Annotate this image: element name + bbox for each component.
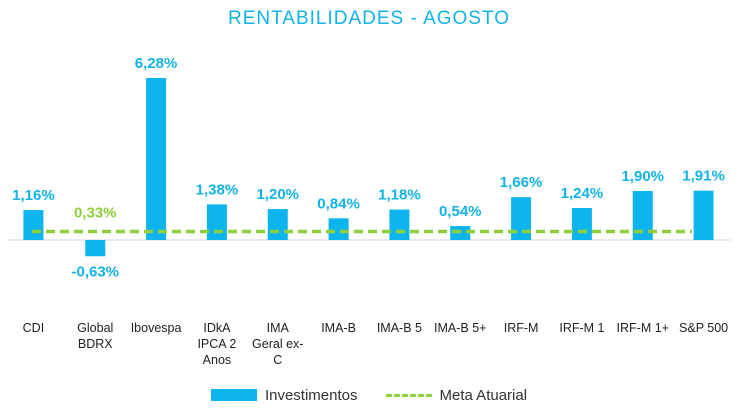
bar-6 xyxy=(389,209,410,240)
category-label-8: IRF-M xyxy=(504,321,539,335)
bar-value-label-6: 1,18% xyxy=(378,187,421,204)
category-label-1: Global BDRX xyxy=(77,321,113,351)
bar-1 xyxy=(85,240,106,257)
bar-8 xyxy=(511,197,532,240)
category-label-7: IMA-B 5+ xyxy=(434,321,486,335)
category-label-3: IDkA IPCA 2 Anos xyxy=(197,321,236,367)
bar-value-label-1: -0,63% xyxy=(71,263,119,280)
legend-label-investimentos: Investimentos xyxy=(264,386,358,404)
bar-value-label-2: 6,28% xyxy=(135,55,178,72)
bar-value-label-0: 1,16% xyxy=(12,187,55,204)
bar-value-label-10: 1,90% xyxy=(621,168,664,185)
legend-label-meta-atuarial: Meta Atuarial xyxy=(439,386,528,404)
bar-value-label-7: 0,54% xyxy=(439,203,482,220)
bar-value-label-11: 1,91% xyxy=(682,168,725,185)
legend-item-meta-atuarial: Meta Atuarial xyxy=(385,386,528,404)
category-label-11: S&P 500 xyxy=(679,321,728,335)
bar-10 xyxy=(632,190,653,240)
chart-legend: Investimentos Meta Atuarial xyxy=(0,384,738,406)
category-label-9: IRF-M 1 xyxy=(559,321,604,335)
legend-swatch-investimentos xyxy=(210,389,257,401)
bar-value-label-8: 1,66% xyxy=(500,174,543,191)
legend-item-investimentos: Investimentos xyxy=(210,386,358,404)
bar-value-label-9: 1,24% xyxy=(561,185,604,202)
bar-value-label-3: 1,38% xyxy=(196,181,239,198)
category-label-4: IMA Geral ex-C xyxy=(252,321,303,367)
bar-9 xyxy=(571,208,592,240)
bar-5 xyxy=(328,218,349,240)
category-label-6: IMA-B 5 xyxy=(377,321,422,335)
bar-11 xyxy=(693,190,714,240)
category-label-0: CDI xyxy=(23,321,45,335)
bar-value-label-5: 0,84% xyxy=(317,195,360,212)
chart-title: RENTABILIDADES - AGOSTO xyxy=(227,8,511,29)
category-label-5: IMA-B xyxy=(321,321,356,335)
bar-0 xyxy=(23,210,44,240)
bar-3 xyxy=(206,204,227,240)
bar-value-label-4: 1,20% xyxy=(256,186,299,203)
category-label-10: IRF-M 1+ xyxy=(617,321,669,335)
bar-2 xyxy=(146,77,167,240)
bar-4 xyxy=(267,209,288,240)
meta-atuarial-value-label: 0,33% xyxy=(74,204,117,221)
category-label-2: Ibovespa xyxy=(131,321,182,335)
legend-swatch-meta-atuarial xyxy=(385,393,432,397)
